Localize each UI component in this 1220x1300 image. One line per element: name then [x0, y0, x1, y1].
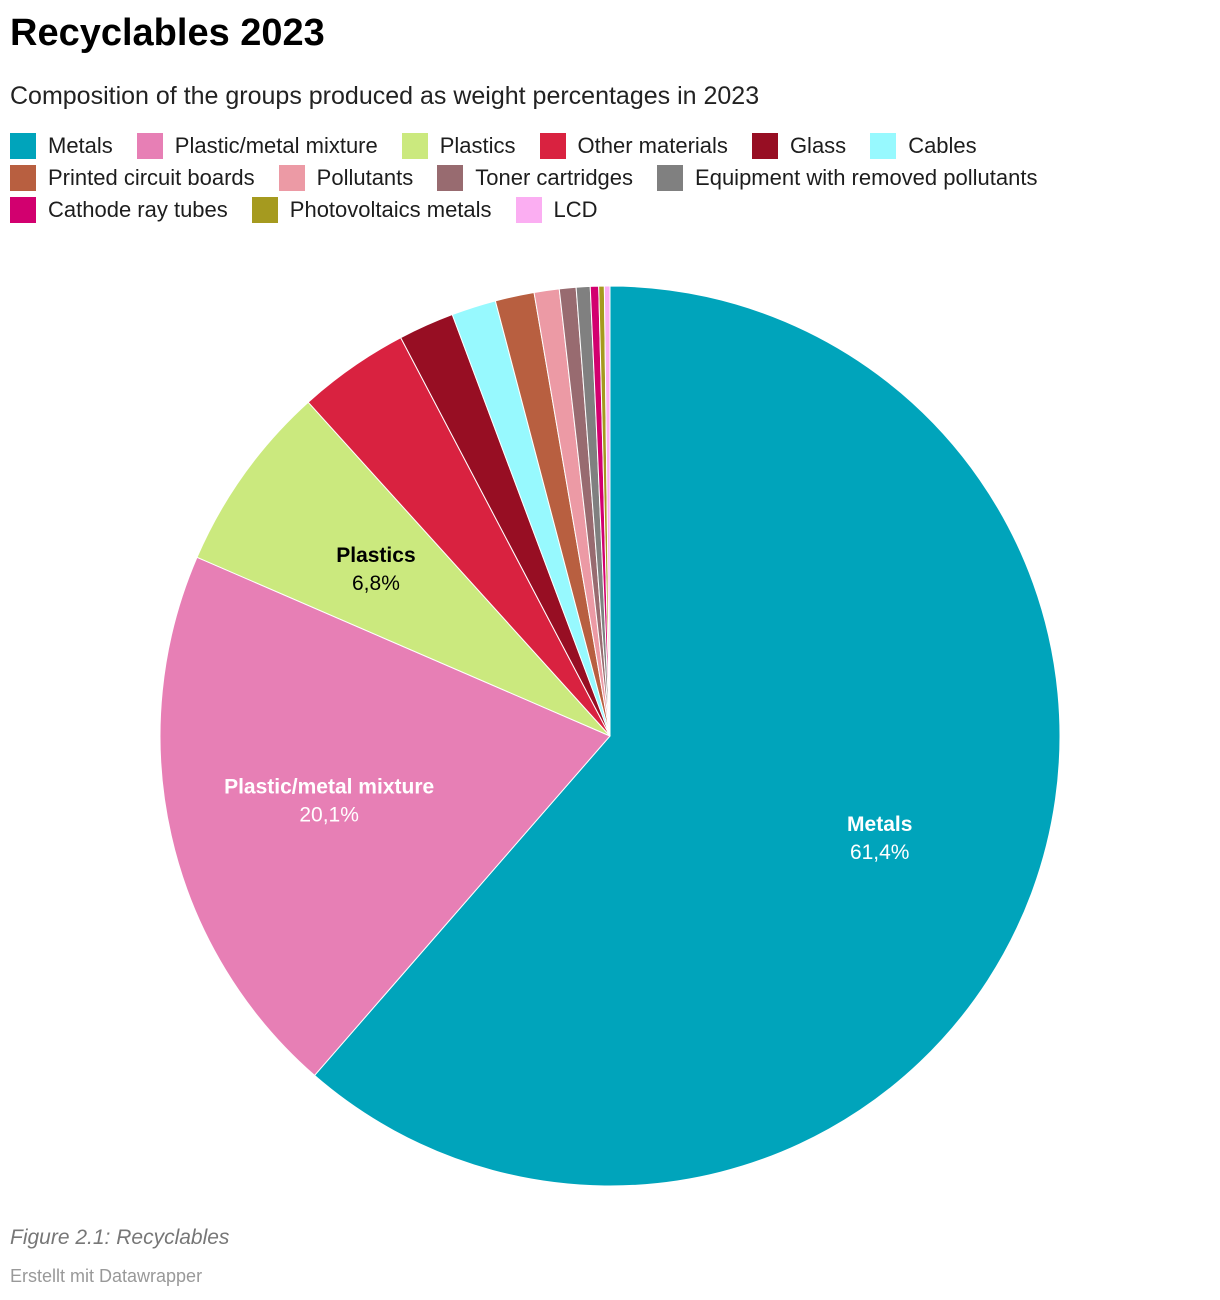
slice-label: Plastic/metal mixture — [224, 776, 434, 799]
legend-item: Metals — [10, 133, 113, 159]
legend-swatch — [437, 165, 464, 191]
legend: Metals Plastic/metal mixture Plastics Other… — [10, 133, 1160, 223]
chart-subtitle: Composition of the groups produced as we… — [10, 82, 760, 110]
legend-swatch — [539, 133, 566, 159]
legend-swatch — [401, 133, 428, 159]
slice-value: 20,1% — [299, 804, 359, 827]
legend-label: Glass — [789, 133, 847, 158]
legend-item: Pollutants — [278, 165, 414, 191]
pie-slice — [196, 401, 611, 737]
legend-item: Other materials — [539, 133, 728, 159]
legend-swatch — [515, 197, 542, 223]
legend-swatch — [751, 133, 778, 159]
legend-item: Plastics — [401, 133, 516, 159]
legend-label: Cables — [908, 133, 977, 158]
legend-label: Equipment with removed pollutants — [695, 165, 1038, 190]
legend-label: Metals — [48, 133, 113, 158]
legend-swatch — [657, 165, 684, 191]
legend-label: Other materials — [577, 133, 728, 158]
slice-label: Plastics — [336, 544, 415, 567]
legend-item: Toner cartridges — [437, 165, 633, 191]
figure-caption: Figure 2.1: Recyclables — [10, 1226, 230, 1249]
legend-item: Photovoltaics metals — [251, 197, 492, 223]
legend-item: Printed circuit boards — [10, 165, 255, 191]
legend-label: Printed circuit boards — [48, 165, 255, 190]
legend-swatch — [870, 133, 897, 159]
legend-swatch — [136, 133, 163, 159]
legend-item: Glass — [751, 133, 847, 159]
pie-slice — [313, 285, 1061, 1187]
credit: Erstellt mit Datawrapper — [10, 1266, 203, 1286]
pie-slice — [603, 285, 611, 737]
legend-label: Pollutants — [316, 165, 414, 190]
legend-swatch — [10, 165, 36, 191]
legend-swatch — [251, 197, 278, 223]
slice-value: 61,4% — [850, 841, 910, 864]
legend-item: Plastic/metal mixture — [136, 133, 378, 159]
legend-item: Cables — [870, 133, 977, 159]
slice-label: Metals — [847, 813, 912, 836]
legend-label: Cathode ray tubes — [48, 197, 228, 222]
legend-label: Photovoltaics metals — [289, 197, 492, 222]
legend-item: Cathode ray tubes — [10, 197, 228, 223]
legend-swatch — [10, 133, 36, 159]
legend-label: Toner cartridges — [475, 165, 634, 190]
legend-swatch — [10, 197, 36, 223]
legend-item: LCD — [515, 197, 598, 223]
legend-label: LCD — [553, 197, 598, 222]
chart-title: Recyclables 2023 — [10, 12, 325, 54]
legend-swatch — [278, 165, 305, 191]
legend-label: Plastic/metal mixture — [174, 133, 378, 158]
legend-label: Plastics — [439, 133, 516, 158]
pie-slice — [159, 556, 611, 1077]
slice-value: 6,8% — [352, 572, 400, 595]
legend-item: Equipment with removed pollutants — [657, 165, 1037, 191]
